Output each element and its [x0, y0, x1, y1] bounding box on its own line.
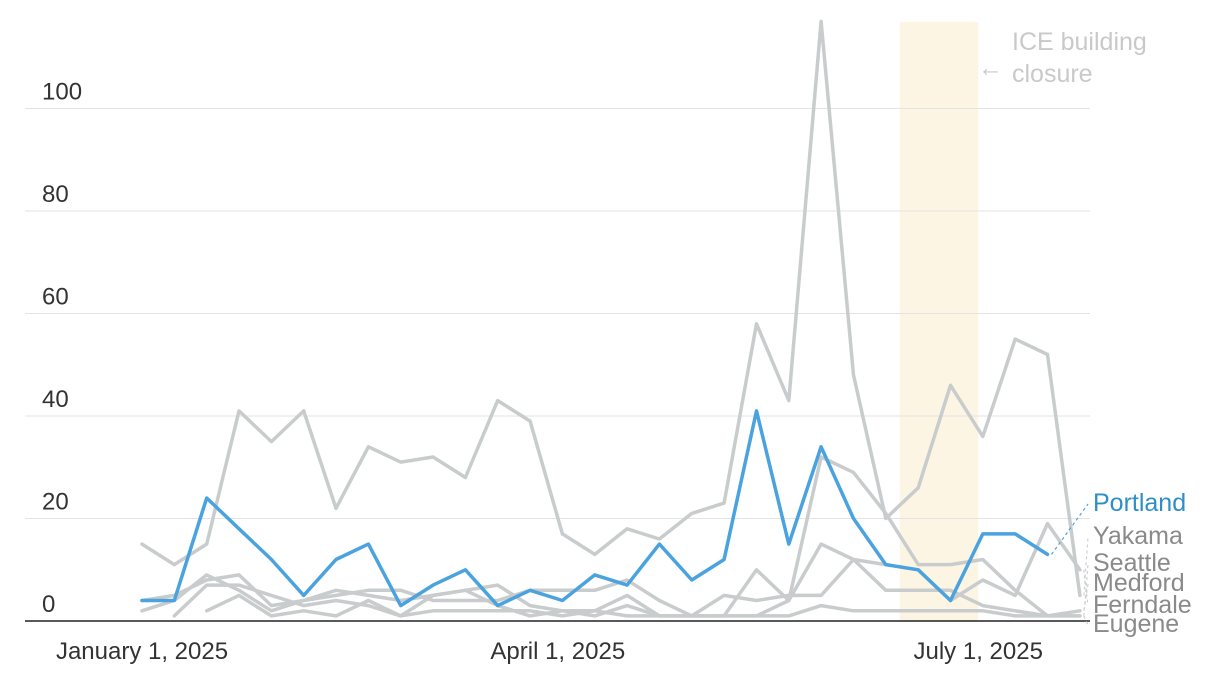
y-tick-label: 80 — [42, 181, 69, 208]
y-tick-label: 100 — [42, 79, 82, 106]
series-label-portland: Portland — [1093, 489, 1186, 517]
series-label-yakama: Yakama — [1093, 522, 1183, 550]
x-axis-ticks: January 1, 2025 April 1, 2025 July 1, 2025 — [56, 638, 1043, 665]
series-line-medford — [140, 542, 1082, 618]
shaded-range-layer — [899, 22, 979, 621]
series-label-seattle: Seattle — [1093, 549, 1171, 577]
series-label-eugene: Eugene — [1093, 610, 1179, 638]
leader-line-medford — [1083, 583, 1089, 611]
annotation-line-1: ICE building — [1012, 28, 1147, 56]
series-line-eugene — [204, 593, 1082, 618]
annotation-line-2: closure — [1012, 60, 1093, 88]
x-tick-label: July 1, 2025 — [914, 638, 1043, 665]
gridlines — [25, 108, 1090, 622]
y-tick-label: 0 — [42, 591, 55, 618]
leader-line-ferndale — [1083, 569, 1089, 607]
y-tick-label: 20 — [42, 489, 69, 516]
leader-line-portland — [1051, 503, 1089, 555]
series-lines — [140, 19, 1082, 618]
x-tick-label: January 1, 2025 — [56, 638, 228, 665]
series-label-ferndale: Ferndale — [1093, 591, 1192, 619]
leader-line-yakama — [1083, 536, 1089, 596]
series-label-medford: Medford — [1093, 569, 1185, 597]
series-line-yakama — [140, 19, 1082, 598]
series-labels: Portland YakamaSeattleMedfordFerndaleEuge… — [1051, 489, 1192, 638]
y-axis-ticks: 0 20 40 60 80 100 — [42, 79, 82, 619]
leader-line-eugene — [1083, 615, 1089, 626]
annotation: ← ICE building closure — [978, 28, 1147, 88]
ice-closure-shade — [899, 22, 979, 621]
series-line-portland — [140, 409, 1050, 608]
x-tick-label: April 1, 2025 — [490, 638, 625, 665]
y-tick-label: 60 — [42, 284, 69, 311]
y-tick-label: 40 — [42, 386, 69, 413]
annotation-arrow: ← — [978, 54, 1003, 82]
